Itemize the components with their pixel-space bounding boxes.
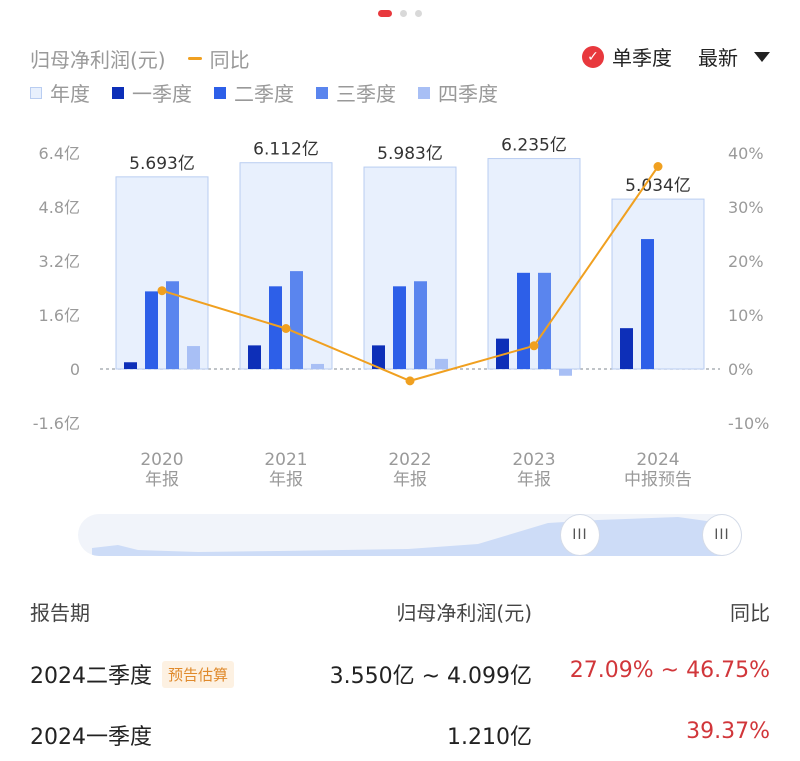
profit-chart: -1.6亿 0 1.6亿 3.2亿 4.8亿 6.4亿 -10% 0% 10% 20% 30% 40%… <box>33 136 770 490</box>
forecast-tag: 预告估算 <box>162 660 235 688</box>
quarter-bar-4 <box>311 363 324 369</box>
quarter-bar-1 <box>248 345 261 369</box>
legend-label-q1: 一季度 <box>132 82 192 106</box>
x-category-label: 2024 <box>636 450 679 470</box>
scroller-handle-right[interactable]: III <box>702 514 742 556</box>
legend-swatch-q1 <box>112 86 124 99</box>
header-period: 报告期 <box>30 601 90 625</box>
x-category-label: 中报预告 <box>624 470 692 490</box>
quarter-bar-4 <box>435 358 448 369</box>
single-quarter-toggle[interactable]: 单季度 <box>612 46 672 70</box>
scroller-handle-left[interactable]: III <box>560 514 600 556</box>
row-yoy: 27.09% ~ 46.75% <box>569 658 770 683</box>
legend-swatch-q4 <box>418 86 430 99</box>
legend-swatch-q2 <box>214 86 226 99</box>
annual-bar <box>363 166 457 370</box>
quarter-bar-1 <box>124 362 137 369</box>
page-indicator <box>0 10 800 17</box>
legend-label-q4: 四季度 <box>438 82 498 106</box>
legend-label-annual: 年度 <box>50 82 90 106</box>
x-category-label: 年报 <box>393 470 427 490</box>
range-scroller[interactable] <box>78 514 742 556</box>
yoy-point <box>405 376 415 386</box>
quarter-bar-2 <box>393 286 406 369</box>
y2-tick-label: -10% <box>728 414 769 433</box>
annual-value-label: 6.235亿 <box>501 136 567 156</box>
legend-item-q2[interactable]: 二季度 <box>214 78 294 107</box>
y2-tick-label: 10% <box>728 306 764 325</box>
quarter-bar-4 <box>187 346 200 369</box>
annual-value-label: 5.693亿 <box>129 154 195 174</box>
y2-tick-label: 20% <box>728 252 764 271</box>
annual-value-label: 6.112亿 <box>253 140 319 160</box>
legend-item-q3[interactable]: 三季度 <box>316 78 396 107</box>
yoy-point <box>157 286 167 296</box>
quarter-bar-3 <box>414 281 427 369</box>
y-tick-label: 6.4亿 <box>39 144 80 163</box>
legend-item-q4[interactable]: 四季度 <box>418 78 498 107</box>
quarter-bar-3 <box>538 272 551 369</box>
legend-yoy-label: 同比 <box>209 48 250 72</box>
yoy-point <box>653 162 663 171</box>
x-category-label: 2022 <box>388 450 431 470</box>
annual-bar <box>239 162 333 370</box>
legend-item-annual[interactable]: 年度 <box>30 78 90 107</box>
y-tick-label: 1.6亿 <box>39 306 80 325</box>
x-category-label: 年报 <box>517 470 551 490</box>
yoy-line-swatch <box>187 57 202 60</box>
quarter-bar-2 <box>641 239 654 369</box>
y-tick-label: 3.2亿 <box>39 252 80 271</box>
legend-top: 归母净利润(元) 同比 <box>30 44 250 73</box>
page-dot[interactable] <box>400 10 407 17</box>
quarter-bar-2 <box>145 291 158 369</box>
annual-bar <box>487 158 581 370</box>
row-period: 2024二季度 <box>30 664 152 689</box>
quarter-bar-3 <box>166 281 179 369</box>
y-tick-label: 4.8亿 <box>39 198 80 217</box>
row-profit: 1.210亿 <box>447 725 532 750</box>
legend-yoy[interactable]: 同比 <box>187 44 250 73</box>
chart-controls: ✓ 单季度 最新 <box>582 42 770 71</box>
legend-item-q1[interactable]: 一季度 <box>112 78 192 107</box>
legend-swatch-q3 <box>316 86 328 99</box>
quarter-bar-4 <box>559 369 572 376</box>
quarter-bar-1 <box>620 328 633 369</box>
legend-swatch-annual <box>30 86 42 99</box>
quarter-bar-1 <box>372 345 385 369</box>
latest-dropdown[interactable]: 最新 <box>698 46 738 70</box>
quarter-bar-2 <box>269 286 282 369</box>
x-category-label: 2020 <box>140 450 183 470</box>
quarter-bar-3 <box>290 271 303 369</box>
legend-series: 年度 一季度 二季度 三季度 四季度 <box>30 78 520 107</box>
y-tick-label: 0 <box>70 360 80 379</box>
page-dot[interactable] <box>415 10 422 17</box>
legend-label-q2: 二季度 <box>234 82 294 106</box>
legend-metric-label[interactable]: 归母净利润(元) <box>30 48 166 72</box>
scroller-preview <box>92 517 728 556</box>
header-profit: 归母净利润(元) <box>396 601 532 625</box>
annual-value-label: 5.983亿 <box>377 144 443 164</box>
row-period: 2024一季度 <box>30 725 152 750</box>
row-yoy: 39.37% <box>686 719 770 744</box>
quarter-bar-2 <box>517 272 530 369</box>
y2-tick-label: 0% <box>728 360 753 379</box>
x-category-label: 年报 <box>145 470 179 490</box>
row-profit: 3.550亿 ~ 4.099亿 <box>329 664 532 689</box>
annual-bar <box>115 176 209 370</box>
check-icon[interactable]: ✓ <box>582 45 604 68</box>
x-category-label: 2021 <box>264 450 307 470</box>
yoy-point <box>529 341 539 351</box>
y-tick-label: -1.6亿 <box>33 414 80 433</box>
yoy-point <box>281 324 291 333</box>
x-category-label: 年报 <box>269 470 303 490</box>
annual-value-label: 5.034亿 <box>625 176 691 196</box>
dropdown-triangle-icon[interactable] <box>754 51 770 62</box>
y2-tick-label: 40% <box>728 144 764 163</box>
header-yoy: 同比 <box>730 601 770 625</box>
x-category-label: 2023 <box>512 450 555 470</box>
legend-label-q3: 三季度 <box>336 82 396 106</box>
page-dot-active[interactable] <box>378 10 392 17</box>
y2-tick-label: 30% <box>728 198 764 217</box>
